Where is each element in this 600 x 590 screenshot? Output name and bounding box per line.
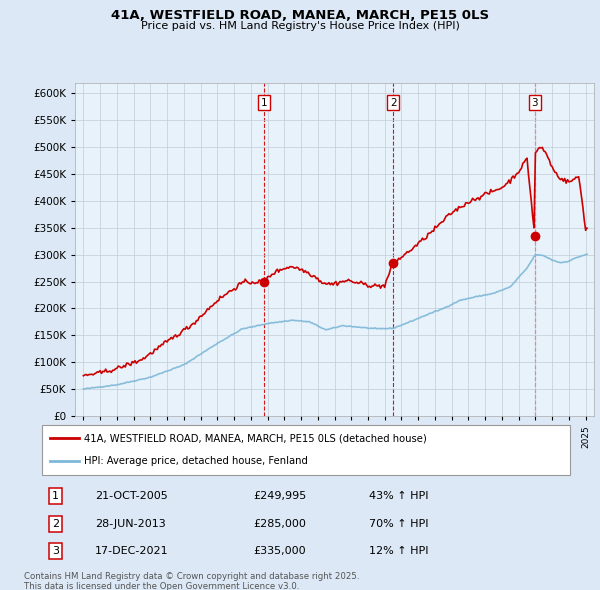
Text: 41A, WESTFIELD ROAD, MANEA, MARCH, PE15 0LS (detached house): 41A, WESTFIELD ROAD, MANEA, MARCH, PE15 … [84, 433, 427, 443]
Text: 3: 3 [532, 97, 538, 107]
Text: 43% ↑ HPI: 43% ↑ HPI [370, 491, 429, 502]
Text: 2: 2 [52, 519, 59, 529]
Text: Price paid vs. HM Land Registry's House Price Index (HPI): Price paid vs. HM Land Registry's House … [140, 21, 460, 31]
Text: 41A, WESTFIELD ROAD, MANEA, MARCH, PE15 0LS: 41A, WESTFIELD ROAD, MANEA, MARCH, PE15 … [111, 9, 489, 22]
Text: 3: 3 [52, 546, 59, 556]
Text: HPI: Average price, detached house, Fenland: HPI: Average price, detached house, Fenl… [84, 457, 308, 467]
Text: £249,995: £249,995 [253, 491, 307, 502]
Text: 70% ↑ HPI: 70% ↑ HPI [370, 519, 429, 529]
Text: This data is licensed under the Open Government Licence v3.0.: This data is licensed under the Open Gov… [24, 582, 299, 590]
Text: 2: 2 [390, 97, 397, 107]
FancyBboxPatch shape [42, 425, 570, 475]
Text: 17-DEC-2021: 17-DEC-2021 [95, 546, 169, 556]
Text: £335,000: £335,000 [253, 546, 306, 556]
Text: 1: 1 [261, 97, 268, 107]
Text: Contains HM Land Registry data © Crown copyright and database right 2025.: Contains HM Land Registry data © Crown c… [24, 572, 359, 581]
Text: 1: 1 [52, 491, 59, 502]
Text: 28-JUN-2013: 28-JUN-2013 [95, 519, 166, 529]
Text: 12% ↑ HPI: 12% ↑ HPI [370, 546, 429, 556]
Text: £285,000: £285,000 [253, 519, 306, 529]
Text: 21-OCT-2005: 21-OCT-2005 [95, 491, 167, 502]
